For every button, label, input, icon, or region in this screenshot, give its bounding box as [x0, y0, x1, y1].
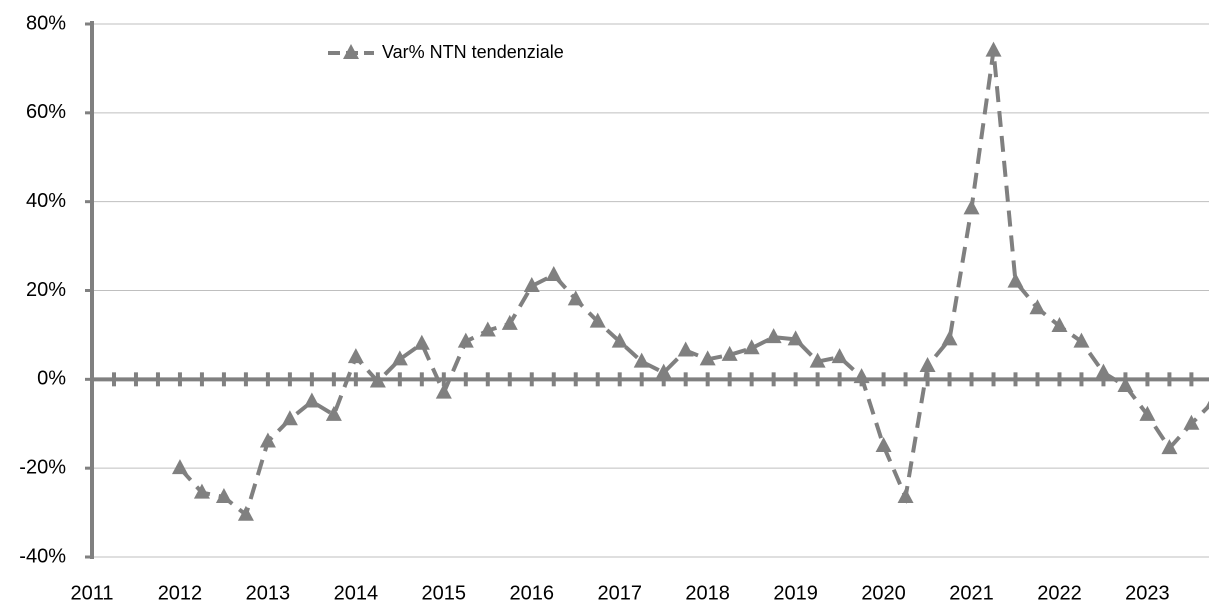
marker	[875, 436, 892, 452]
marker	[545, 265, 562, 281]
x-tick-label: 2012	[158, 582, 203, 604]
marker	[193, 483, 210, 499]
marker	[1183, 414, 1200, 430]
y-tick-label: 20%	[26, 279, 66, 301]
marker	[589, 312, 606, 328]
x-tick-label: 2018	[685, 582, 730, 604]
marker	[633, 352, 650, 368]
x-tick-label: 2015	[422, 582, 467, 604]
marker	[1205, 400, 1209, 408]
plot-area	[171, 41, 1209, 521]
series-line	[178, 50, 1209, 519]
marker	[831, 348, 848, 364]
marker	[809, 352, 826, 368]
marker	[413, 334, 430, 350]
marker	[1161, 439, 1178, 455]
marker	[743, 339, 760, 355]
marker	[457, 332, 474, 348]
marker	[677, 341, 694, 357]
marker	[303, 392, 320, 408]
marker	[325, 405, 342, 421]
marker	[611, 332, 628, 348]
y-tick-label: 80%	[26, 12, 66, 34]
legend-marker	[343, 44, 359, 59]
y-tick-label: 60%	[26, 101, 66, 123]
marker	[1073, 332, 1090, 348]
x-tick-label: 2022	[1037, 582, 1082, 604]
marker	[963, 199, 980, 215]
marker	[479, 321, 496, 337]
x-tick-label: 2020	[861, 582, 906, 604]
y-tick-label: -40%	[19, 545, 66, 567]
x-tick-label: 2016	[510, 582, 555, 604]
marker	[787, 330, 804, 346]
marker	[655, 363, 672, 379]
marker	[941, 330, 958, 346]
marker	[567, 290, 584, 306]
marker	[501, 314, 518, 330]
legend-label: Var% NTN tendenziale	[382, 42, 564, 62]
marker	[215, 488, 232, 504]
y-tick-label: 40%	[26, 190, 66, 212]
marker	[369, 372, 386, 388]
x-tick-label: 2011	[70, 582, 113, 604]
marker	[391, 350, 408, 366]
marker	[721, 345, 738, 361]
marker	[435, 383, 452, 399]
marker	[1051, 317, 1068, 333]
x-tick-label: 2014	[334, 582, 379, 604]
marker	[765, 328, 782, 344]
marker	[1095, 363, 1112, 379]
x-tick-label: 2013	[246, 582, 291, 604]
marker	[985, 41, 1002, 57]
marker	[1007, 272, 1024, 288]
marker	[237, 505, 254, 521]
x-tick-label: 2023	[1125, 582, 1170, 604]
marker	[1117, 376, 1134, 392]
marker	[897, 488, 914, 504]
marker	[281, 410, 298, 426]
marker	[1029, 299, 1046, 315]
x-tick-label: 2019	[773, 582, 818, 604]
marker	[523, 277, 540, 293]
y-tick-label: -20%	[19, 456, 66, 478]
x-tick-label: 2021	[949, 582, 994, 604]
marker	[171, 459, 188, 475]
marker	[699, 350, 716, 366]
marker	[259, 432, 276, 448]
marker	[919, 357, 936, 373]
marker	[347, 348, 364, 364]
marker	[1139, 405, 1156, 421]
marker	[853, 368, 870, 384]
y-tick-label: 0%	[37, 368, 66, 390]
x-tick-label: 2017	[597, 582, 642, 604]
